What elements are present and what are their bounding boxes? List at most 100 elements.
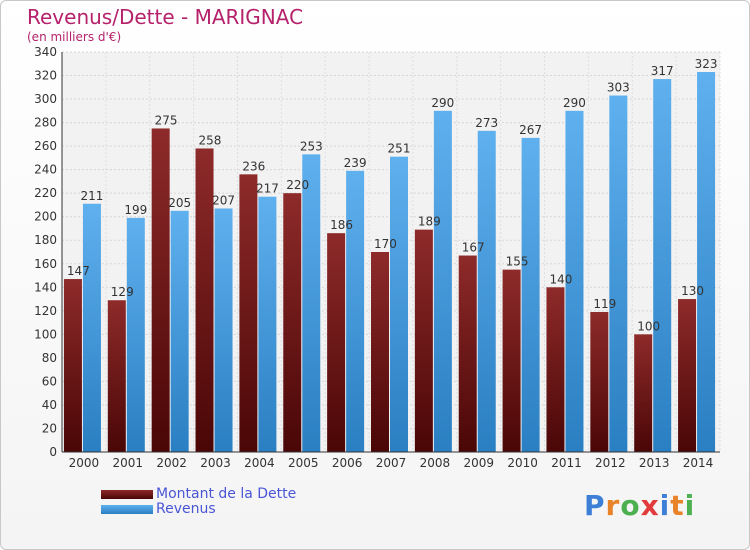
data-label-dette: 236 <box>242 159 265 173</box>
data-label-dette: 170 <box>374 237 397 251</box>
logo-letter: i <box>659 489 671 522</box>
x-tick-label: 2003 <box>200 456 231 470</box>
data-label-dette: 275 <box>155 113 178 127</box>
bar-revenus <box>258 196 277 452</box>
x-tick-label: 2004 <box>244 456 275 470</box>
logo-letter: P <box>584 489 606 522</box>
x-tick-label: 2013 <box>639 456 670 470</box>
y-tick-label: 160 <box>34 257 57 271</box>
bar-dette <box>414 229 433 452</box>
bar-dette <box>239 174 258 452</box>
data-label-revenus: 273 <box>475 116 498 130</box>
logo-letter: i <box>684 489 696 522</box>
data-label-revenus: 205 <box>168 196 191 210</box>
y-tick-label: 20 <box>42 421 57 435</box>
data-label-revenus: 217 <box>256 182 279 196</box>
x-tick-label: 2006 <box>332 456 363 470</box>
legend-swatch-revenus <box>101 505 153 514</box>
bar-dette <box>151 128 170 452</box>
bar-revenus <box>521 137 540 452</box>
data-label-revenus: 199 <box>124 203 147 217</box>
legend-label-debt: Montant de la Dette <box>156 486 297 502</box>
y-tick-label: 0 <box>49 445 57 459</box>
bar-revenus <box>302 154 321 452</box>
bar-dette <box>590 312 609 452</box>
data-label-dette: 220 <box>286 178 309 192</box>
y-tick-label: 200 <box>34 210 57 224</box>
bars-layer <box>63 72 716 453</box>
bar-revenus <box>609 95 628 452</box>
x-tick-label: 2011 <box>551 456 582 470</box>
data-label-revenus: 267 <box>519 123 542 137</box>
bar-dette <box>678 299 697 452</box>
y-tick-label: 180 <box>34 233 57 247</box>
y-tick-label: 240 <box>34 163 57 177</box>
bar-revenus <box>346 170 365 452</box>
y-tick-label: 300 <box>34 92 57 106</box>
bar-revenus <box>82 203 101 452</box>
logo-letter: r <box>605 489 621 522</box>
bar-dette <box>107 300 126 452</box>
logo-letter: x <box>640 489 660 522</box>
data-label-revenus: 253 <box>300 139 323 153</box>
x-tick-label: 2001 <box>113 456 144 470</box>
data-label-dette: 167 <box>462 241 485 255</box>
chart-subtitle: (en milliers d'€) <box>27 30 122 44</box>
bar-revenus <box>433 110 452 452</box>
data-label-dette: 129 <box>111 285 134 299</box>
data-label-dette: 147 <box>67 264 90 278</box>
data-label-dette: 258 <box>199 133 222 147</box>
bar-revenus <box>697 72 716 452</box>
data-label-dette: 186 <box>330 218 353 232</box>
data-label-dette: 119 <box>593 297 616 311</box>
bar-dette <box>502 269 521 452</box>
data-label-dette: 140 <box>549 272 572 286</box>
bar-revenus <box>390 156 408 453</box>
y-tick-label: 220 <box>34 186 57 200</box>
y-tick-label: 100 <box>34 327 57 341</box>
legend-label-revenus: Revenus <box>156 501 216 517</box>
bar-dette <box>195 148 214 452</box>
data-label-revenus: 207 <box>212 193 235 207</box>
data-label-dette: 189 <box>418 215 441 229</box>
y-tick-label: 140 <box>34 280 57 294</box>
bar-revenus <box>126 217 145 452</box>
x-tick-label: 2008 <box>420 456 451 470</box>
bar-revenus <box>653 79 672 452</box>
data-label-revenus: 251 <box>388 142 411 156</box>
y-tick-label: 260 <box>34 139 57 153</box>
data-label-revenus: 317 <box>651 64 674 78</box>
y-tick-label: 80 <box>42 351 57 365</box>
legend <box>101 490 153 514</box>
bar-dette <box>546 287 565 452</box>
x-tick-label: 2012 <box>595 456 626 470</box>
y-tick-label: 60 <box>42 374 57 388</box>
data-label-dette: 130 <box>681 284 704 298</box>
data-label-revenus: 290 <box>431 96 454 110</box>
bar-dette <box>283 193 302 453</box>
legend-swatch-debt <box>101 490 153 499</box>
data-label-revenus: 290 <box>563 96 586 110</box>
x-tick-label: 2002 <box>156 456 187 470</box>
x-tick-label: 2014 <box>683 456 714 470</box>
data-label-revenus: 303 <box>607 81 630 95</box>
data-label-revenus: 323 <box>695 57 718 71</box>
logo-letter: t <box>670 489 685 522</box>
data-labels-layer: 147 211 129 199 275 205 258 207 236 217 220 253 186 2… <box>67 57 718 333</box>
bar-dette <box>458 255 477 452</box>
proxiti-logo: Proxiti <box>584 489 695 522</box>
axis-layer: 0 20 40 60 80 100 120 140 160 180 200 220 240 260 280 3… <box>34 45 720 470</box>
x-tick-label: 2007 <box>376 456 407 470</box>
y-tick-label: 320 <box>34 69 57 83</box>
bar-dette <box>634 334 653 452</box>
bar-dette <box>371 252 389 452</box>
bar-revenus <box>214 208 233 452</box>
y-tick-label: 120 <box>34 304 57 318</box>
data-label-revenus: 239 <box>344 156 367 170</box>
x-tick-label: 2009 <box>463 456 494 470</box>
x-tick-label: 2010 <box>507 456 538 470</box>
x-tick-label: 2000 <box>69 456 100 470</box>
bar-dette <box>63 279 82 452</box>
